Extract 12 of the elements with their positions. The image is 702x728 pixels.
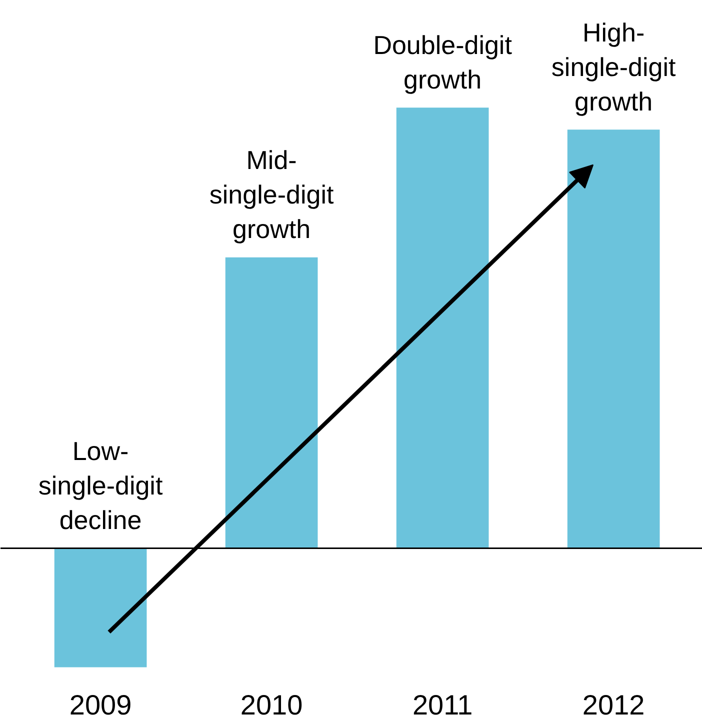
annotation: Low- single-digit decline bbox=[38, 436, 164, 536]
bar bbox=[567, 130, 660, 548]
bar bbox=[54, 548, 147, 668]
x-tick-label: 2012 bbox=[582, 690, 645, 720]
annotation: Mid- single-digit growth bbox=[209, 145, 334, 244]
x-tick-label: 2011 bbox=[412, 690, 473, 720]
bar bbox=[396, 108, 489, 548]
x-tick-label: 2010 bbox=[240, 690, 303, 720]
x-tick-label: 2009 bbox=[69, 690, 132, 720]
bar bbox=[225, 257, 318, 548]
text: Double-digit growth bbox=[373, 30, 513, 94]
annotation: High- single-digit growth bbox=[551, 17, 676, 116]
